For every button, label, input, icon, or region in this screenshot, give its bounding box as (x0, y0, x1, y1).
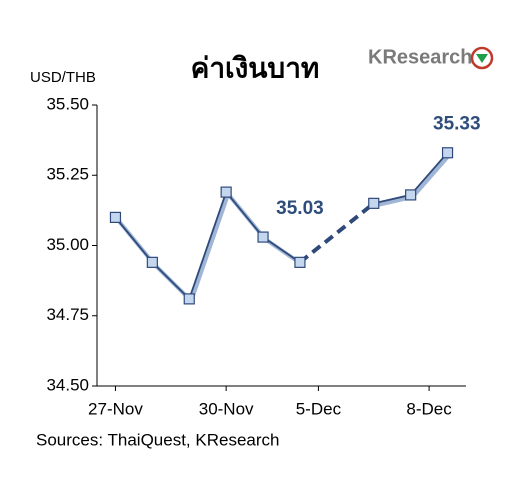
y-tick-label: 35.25 (46, 165, 89, 184)
point-marker (183, 293, 195, 305)
x-tick-label: 27-Nov (88, 399, 143, 418)
source-note: Sources: ThaiQuest, KResearch (36, 430, 279, 449)
chart-title: ค่าเงินบาท (191, 52, 320, 83)
logo: KResearch (368, 46, 494, 70)
point-marker (441, 147, 454, 159)
point-marker (257, 231, 269, 243)
x-tick-label: 5-Dec (296, 399, 342, 418)
annotation: 35.33 (433, 114, 481, 135)
y-tick-label: 35.00 (46, 235, 89, 254)
x-tick-label: 30-Nov (199, 399, 254, 418)
y-axis-label: USD/THB (30, 69, 96, 86)
point-marker (220, 186, 232, 198)
logo-icon-leaf (476, 54, 488, 63)
point-marker (146, 256, 158, 268)
point-marker (294, 256, 306, 268)
series-line-shadow (115, 153, 452, 305)
x-tick-label: 8-Dec (406, 399, 452, 418)
y-tick-label: 34.50 (46, 375, 89, 394)
y-tick-label: 35.50 (46, 94, 89, 113)
point-marker (405, 189, 417, 201)
point-marker (368, 197, 380, 209)
logo-text: KResearch (368, 46, 473, 68)
annotation: 35.03 (276, 198, 324, 219)
point-marker (109, 211, 122, 223)
y-tick-label: 34.75 (46, 305, 89, 324)
